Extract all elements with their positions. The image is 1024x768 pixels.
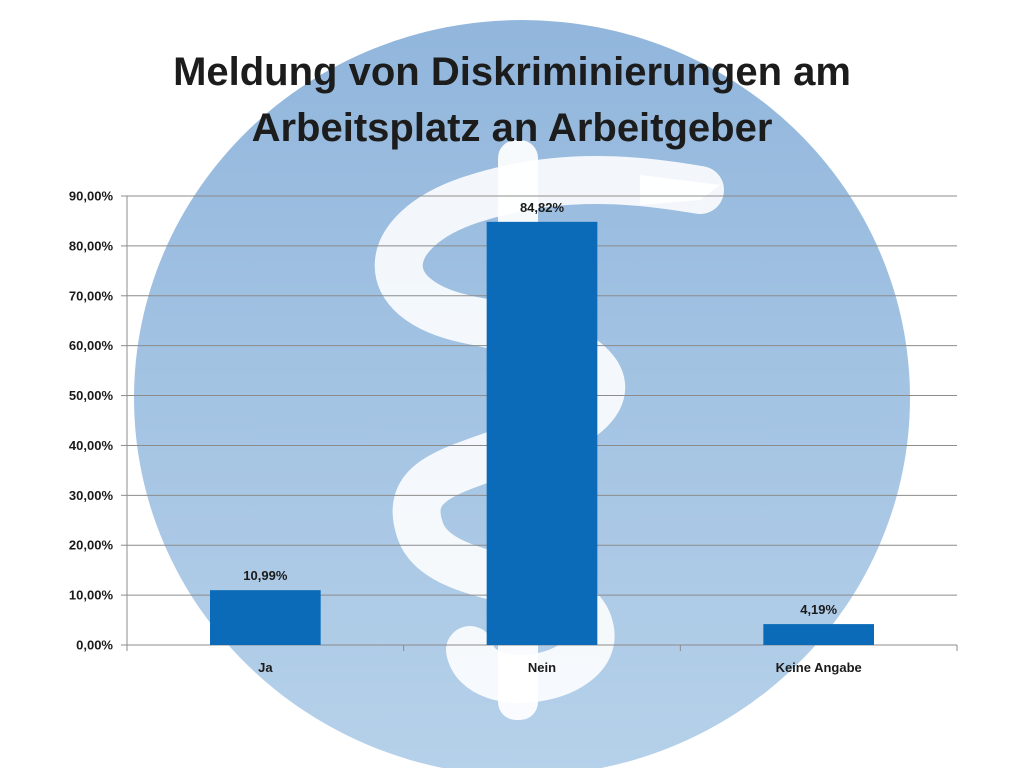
- bar-keine-angabe: [763, 624, 874, 645]
- y-tick-label: 50,00%: [69, 388, 114, 403]
- labels: 0,00% 10,00% 20,00% 30,00% 40,00% 50,00% 60,00…: [69, 189, 862, 676]
- y-tick-label: 10,00%: [69, 588, 114, 603]
- bar-nein: [486, 221, 598, 645]
- y-tick-label: 60,00%: [69, 338, 114, 353]
- y-tick-label: 20,00%: [69, 538, 114, 553]
- bars: [210, 221, 874, 645]
- data-label: 10,99%: [243, 568, 288, 583]
- y-tick-label: 30,00%: [69, 488, 114, 503]
- x-category-label: Ja: [258, 660, 273, 675]
- title-line-1: Meldung von Diskriminierungen am: [173, 50, 851, 94]
- y-tick-label: 90,00%: [69, 189, 114, 204]
- y-tick-label: 70,00%: [69, 288, 114, 303]
- data-label: 84,82%: [520, 200, 565, 215]
- y-tick-label: 40,00%: [69, 438, 114, 453]
- page-title: Meldung von Diskriminierungen am Arbeits…: [112, 44, 912, 156]
- bar-ja: [210, 590, 321, 645]
- x-category-label: Nein: [528, 660, 556, 675]
- y-tick-label: 80,00%: [69, 238, 114, 253]
- y-tick-label: 0,00%: [76, 638, 113, 653]
- x-category-label: Keine Angabe: [776, 660, 862, 675]
- data-label: 4,19%: [800, 602, 837, 617]
- title-line-2: Arbeitsplatz an Arbeitgeber: [251, 106, 773, 150]
- serpent-head-shape: [640, 175, 720, 205]
